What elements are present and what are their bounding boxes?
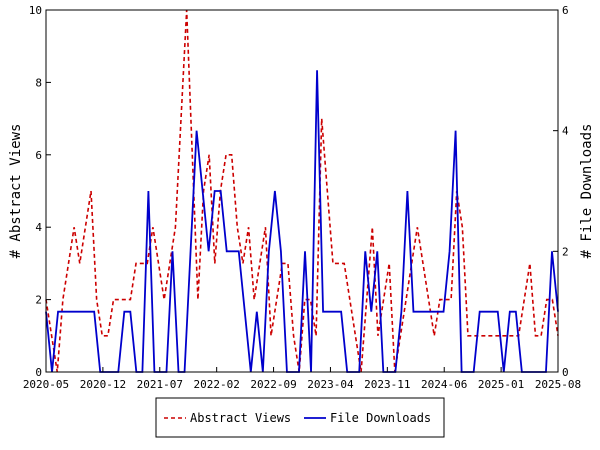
left-y-tick-label: 0: [35, 366, 42, 379]
legend: Abstract Views File Downloads: [155, 397, 445, 438]
left-y-axis-title: # Abstract Views: [8, 124, 24, 259]
x-tick-label: 2022-02: [193, 378, 239, 391]
x-tick-label: 2025-08: [535, 378, 581, 391]
right-y-tick-label: 0: [562, 366, 569, 379]
legend-label-abstract-views: Abstract Views: [190, 411, 291, 425]
x-tick-label: 2021-07: [137, 378, 183, 391]
x-tick-label: 2023-04: [307, 378, 354, 391]
legend-label-file-downloads: File Downloads: [330, 411, 431, 425]
left-y-tick-label: 6: [35, 149, 42, 162]
x-tick-label: 2025-01: [478, 378, 524, 391]
left-y-tick-label: 2: [35, 294, 42, 307]
x-tick-label: 2023-11: [364, 378, 410, 391]
right-y-axis-title: # File Downloads: [579, 124, 595, 259]
x-tick-label: 2024-06: [421, 378, 467, 391]
right-y-tick-label: 4: [562, 125, 569, 138]
x-tick-label: 2022-09: [250, 378, 296, 391]
right-y-tick-label: 6: [562, 4, 569, 17]
plot-frame: [45, 9, 559, 373]
x-tick-label: 2020-05: [23, 378, 69, 391]
legend-box: [155, 397, 445, 438]
left-y-tick-label: 8: [35, 76, 42, 89]
right-y-tick-label: 2: [562, 245, 569, 258]
left-y-axis-ticks: 0 2 4 6 8 10: [29, 4, 51, 379]
abstract-views-series-line: [45, 9, 559, 373]
x-axis-ticks: 2020-05 2020-12 2021-07 2022-02 2022-09 2023-…: [23, 367, 581, 391]
x-tick-label: 2020-12: [80, 378, 126, 391]
left-y-tick-label: 10: [29, 4, 42, 17]
left-y-tick-label: 4: [35, 221, 42, 234]
